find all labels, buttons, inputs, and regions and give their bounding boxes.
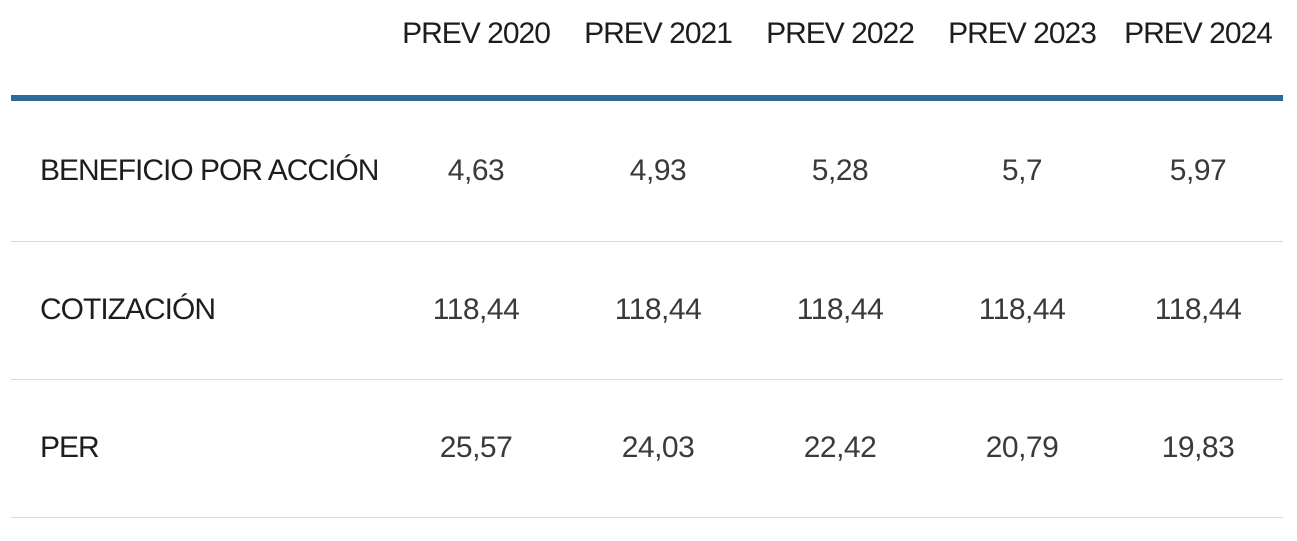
cell-value: 4,93 [567,98,749,242]
cell-value: 4,63 [385,98,567,242]
table-row-cotizacion: COTIZACIÓN 118,44 118,44 118,44 118,44 1… [11,241,1283,380]
column-header-prev-2021: PREV 2021 [567,0,749,101]
cell-value: 118,44 [749,241,931,380]
cell-value: 19,83 [1113,379,1283,518]
cell-value: 22,42 [749,379,931,518]
cell-value: 5,97 [1113,98,1283,242]
column-header-prev-2022: PREV 2022 [749,0,931,101]
cell-value: 5,28 [749,98,931,242]
column-header-prev-2020: PREV 2020 [385,0,567,101]
table-row-beneficio-por-accion: BENEFICIO POR ACCIÓN 4,63 4,93 5,28 5,7 … [11,98,1283,242]
cell-value: 5,7 [931,98,1113,242]
cell-value: 118,44 [567,241,749,380]
row-label: COTIZACIÓN [11,241,385,380]
cell-value: 24,03 [567,379,749,518]
column-header-prev-2023: PREV 2023 [931,0,1113,101]
row-label-header [11,0,385,101]
financial-projections-table: PREV 2020 PREV 2021 PREV 2022 PREV 2023 … [11,0,1283,518]
cell-value: 118,44 [931,241,1113,380]
table-row-per: PER 25,57 24,03 22,42 20,79 19,83 [11,379,1283,518]
cell-value: 118,44 [1113,241,1283,380]
header-row: PREV 2020 PREV 2021 PREV 2022 PREV 2023 … [11,0,1283,101]
column-header-prev-2024: PREV 2024 [1113,0,1283,101]
row-label: PER [11,379,385,518]
cell-value: 118,44 [385,241,567,380]
financial-projections-panel: PREV 2020 PREV 2021 PREV 2022 PREV 2023 … [11,0,1283,518]
cell-value: 25,57 [385,379,567,518]
row-label: BENEFICIO POR ACCIÓN [11,98,385,242]
cell-value: 20,79 [931,379,1113,518]
